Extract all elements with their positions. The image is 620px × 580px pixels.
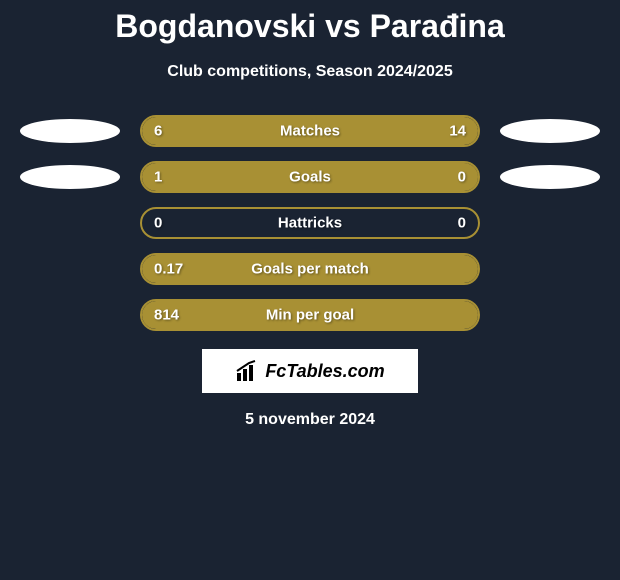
stat-value-left: 0.17 [154, 261, 183, 278]
stat-bar: 0 Hattricks 0 [140, 207, 480, 239]
stat-rows: 6 Matches 14 1 Goals 0 0 Hattricks 0 0.17 Goals pe… [0, 115, 620, 331]
bar-fill-right [243, 117, 478, 145]
player-left-oval [20, 165, 120, 189]
chart-icon [235, 359, 259, 383]
page-title: Bogdanovski vs Parađina [115, 8, 504, 45]
stat-value-right: 0 [458, 215, 466, 232]
stat-value-left: 0 [154, 215, 162, 232]
stat-bar: 1 Goals 0 [140, 161, 480, 193]
comparison-card: Bogdanovski vs Parađina Club competition… [0, 0, 620, 429]
stat-row: 6 Matches 14 [0, 115, 620, 147]
branding-badge: FcTables.com [202, 349, 418, 393]
stat-value-right: 14 [449, 123, 466, 140]
stat-label: Goals [289, 169, 331, 186]
stat-row: 1 Goals 0 [0, 161, 620, 193]
stat-value-left: 814 [154, 307, 179, 324]
subtitle: Club competitions, Season 2024/2025 [167, 63, 452, 81]
date-label: 5 november 2024 [245, 411, 375, 429]
stat-bar: 814 Min per goal [140, 299, 480, 331]
stat-label: Matches [280, 123, 340, 140]
stat-value-right: 0 [458, 169, 466, 186]
stat-bar: 6 Matches 14 [140, 115, 480, 147]
stat-label: Hattricks [278, 215, 342, 232]
stat-bar: 0.17 Goals per match [140, 253, 480, 285]
stat-row: 0.17 Goals per match [0, 253, 620, 285]
stat-row: 0 Hattricks 0 [0, 207, 620, 239]
stat-value-left: 1 [154, 169, 162, 186]
stat-value-left: 6 [154, 123, 162, 140]
stat-row: 814 Min per goal [0, 299, 620, 331]
player-right-oval [500, 165, 600, 189]
stat-label: Goals per match [251, 261, 369, 278]
branding-text: FcTables.com [265, 361, 384, 382]
stat-label: Min per goal [266, 307, 354, 324]
player-left-oval [20, 119, 120, 143]
player-right-oval [500, 119, 600, 143]
